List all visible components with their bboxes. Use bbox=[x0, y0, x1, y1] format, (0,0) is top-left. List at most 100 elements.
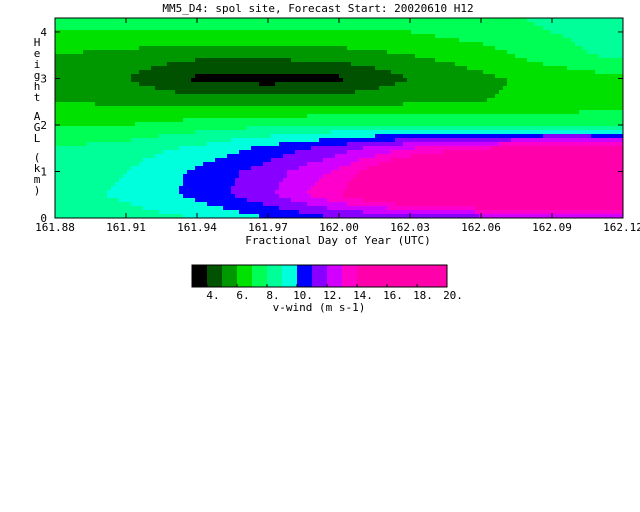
contour-cell bbox=[479, 122, 484, 127]
contour-cell bbox=[367, 66, 372, 71]
contour-cell bbox=[127, 150, 132, 155]
contour-cell bbox=[299, 22, 304, 27]
contour-cell bbox=[559, 94, 564, 99]
contour-cell bbox=[367, 130, 372, 135]
contour-cell bbox=[463, 26, 468, 31]
contour-cell bbox=[491, 134, 496, 139]
contour-cell bbox=[303, 26, 308, 31]
contour-cell bbox=[603, 74, 608, 79]
contour-cell bbox=[95, 118, 100, 123]
contour-cell bbox=[327, 90, 332, 95]
contour-cell bbox=[259, 38, 264, 43]
contour-cell bbox=[155, 126, 160, 131]
contour-cell bbox=[211, 94, 216, 99]
contour-cell bbox=[423, 30, 428, 35]
contour-cell bbox=[595, 82, 600, 87]
contour-cell bbox=[271, 134, 276, 139]
contour-cell bbox=[115, 110, 120, 115]
contour-cell bbox=[203, 106, 208, 111]
contour-cell bbox=[319, 114, 324, 119]
contour-cell bbox=[511, 146, 516, 151]
contour-cell bbox=[387, 50, 392, 55]
contour-cell bbox=[547, 86, 552, 91]
contour-cell bbox=[375, 146, 380, 151]
contour-cell bbox=[135, 122, 140, 127]
contour-cell bbox=[523, 86, 528, 91]
contour-cell bbox=[127, 130, 132, 135]
contour-cell bbox=[575, 82, 580, 87]
contour-cell bbox=[267, 86, 272, 91]
contour-cell bbox=[171, 74, 176, 79]
contour-cell bbox=[167, 86, 172, 91]
contour-cell bbox=[475, 106, 480, 111]
contour-cell bbox=[339, 34, 344, 39]
contour-cell bbox=[391, 54, 396, 59]
contour-cell bbox=[519, 110, 524, 115]
contour-cell bbox=[151, 78, 156, 83]
contour-cell bbox=[111, 106, 116, 111]
contour-cell bbox=[335, 106, 340, 111]
contour-cell bbox=[535, 90, 540, 95]
contour-cell bbox=[323, 82, 328, 87]
contour-cell bbox=[243, 78, 248, 83]
contour-cell bbox=[435, 114, 440, 119]
contour-cell bbox=[407, 86, 412, 91]
contour-cell bbox=[515, 130, 520, 135]
contour-cell bbox=[379, 146, 384, 151]
contour-cell bbox=[327, 46, 332, 51]
contour-cell bbox=[559, 110, 564, 115]
contour-cell bbox=[135, 110, 140, 115]
contour-cell bbox=[319, 106, 324, 111]
contour-cell bbox=[523, 134, 528, 139]
contour-cell bbox=[223, 94, 228, 99]
contour-cell bbox=[223, 78, 228, 83]
contour-cell bbox=[207, 134, 212, 139]
contour-cell bbox=[367, 98, 372, 103]
contour-cell bbox=[595, 62, 600, 67]
contour-cell bbox=[151, 26, 156, 31]
contour-cell bbox=[451, 42, 456, 47]
contour-cell bbox=[271, 18, 276, 23]
contour-cell bbox=[399, 90, 404, 95]
contour-cell bbox=[99, 86, 104, 91]
contour-cell bbox=[503, 22, 508, 27]
contour-cell bbox=[183, 118, 188, 123]
contour-cell bbox=[583, 98, 588, 103]
contour-cell bbox=[287, 38, 292, 43]
contour-cell bbox=[255, 30, 260, 35]
contour-cell bbox=[555, 82, 560, 87]
contour-cell bbox=[79, 34, 84, 39]
contour-cell bbox=[295, 54, 300, 59]
contour-cell bbox=[79, 90, 84, 95]
contour-cell bbox=[211, 38, 216, 43]
contour-cell bbox=[235, 114, 240, 119]
contour-cell bbox=[595, 50, 600, 55]
contour-cell bbox=[591, 138, 596, 143]
contour-cell bbox=[575, 42, 580, 47]
contour-cell bbox=[443, 126, 448, 131]
contour-cell bbox=[255, 34, 260, 39]
contour-cell bbox=[107, 58, 112, 63]
contour-cell bbox=[267, 138, 272, 143]
contour-cell bbox=[551, 54, 556, 59]
contour-cell bbox=[443, 98, 448, 103]
contour-cell bbox=[471, 102, 476, 107]
contour-cell bbox=[555, 150, 560, 155]
contour-cell bbox=[151, 58, 156, 63]
contour-cell bbox=[343, 114, 348, 119]
contour-cell bbox=[275, 118, 280, 123]
contour-cell bbox=[135, 102, 140, 107]
contour-cell bbox=[439, 38, 444, 43]
contour-cell bbox=[251, 138, 256, 143]
contour-cell bbox=[587, 134, 592, 139]
contour-cell bbox=[615, 86, 620, 91]
contour-cell bbox=[179, 22, 184, 27]
contour-cell bbox=[327, 42, 332, 47]
contour-cell bbox=[175, 118, 180, 123]
contour-cell bbox=[415, 62, 420, 67]
contour-cell bbox=[499, 102, 504, 107]
contour-cell bbox=[415, 130, 420, 135]
contour-cell bbox=[391, 58, 396, 63]
contour-cell bbox=[99, 110, 104, 115]
contour-cell bbox=[175, 134, 180, 139]
